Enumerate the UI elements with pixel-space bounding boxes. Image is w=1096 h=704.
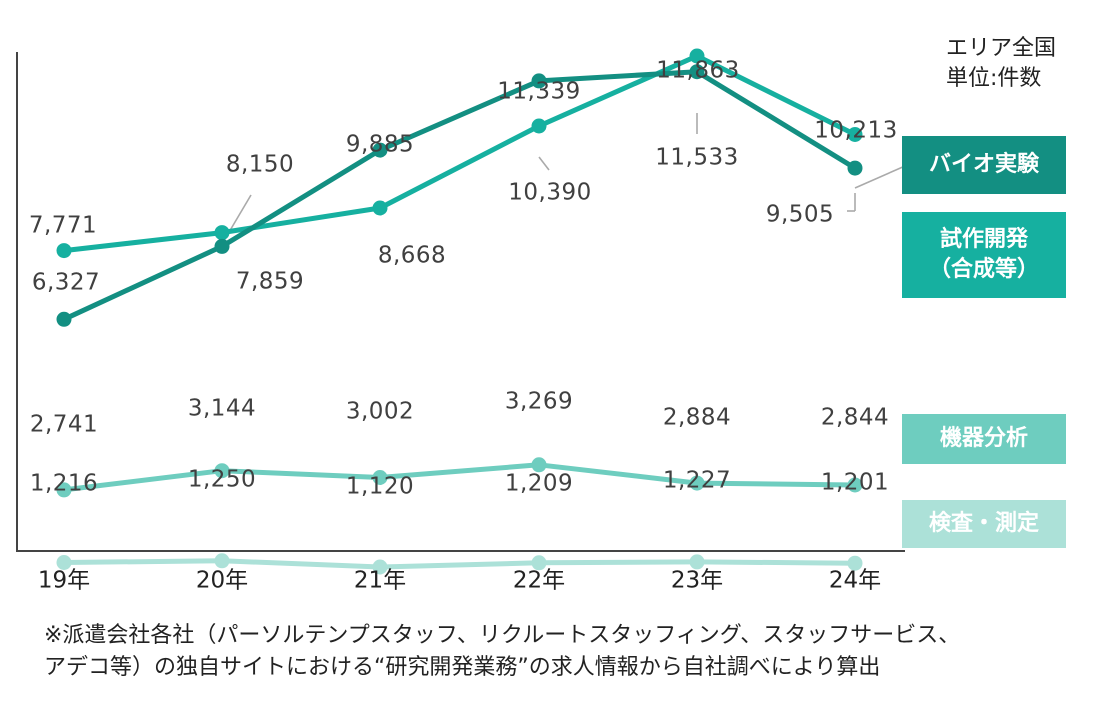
x-tick-label: 24年 [829,568,881,594]
unit-label: 単位:件数 [945,66,1042,91]
data-label-analysis: 2,844 [821,405,889,431]
data-point-bio [372,142,388,158]
data-point-proto [56,243,72,259]
footnote-line2: アデコ等）の独自サイトにおける“研究開発業務”の求人情報から自社調べにより算出 [44,655,881,680]
data-point-inspection [214,553,230,569]
data-label-analysis: 2,884 [663,405,731,431]
data-point-analysis [372,470,388,485]
data-point-inspection [372,559,388,575]
data-label-bio: 11,339 [497,79,580,105]
footnote-line1: ※派遣会社各社（パーソルテンプスタッフ、リクルートスタッフィング、スタッフサービ… [44,623,961,648]
x-tick-label: 22年 [513,568,565,594]
data-labels: 6,327 7,859 9,885 11,339 11,533 9,505 7,771 8,1… [29,58,897,500]
footnote: ※派遣会社各社（パーソルテンプスタッフ、リクルートスタッフィング、スタッフサービ… [44,620,1084,684]
legend-proto: 試作開発 （合成等） [902,212,1066,298]
data-label-proto: 10,213 [814,118,897,144]
data-label-proto: 8,668 [378,243,446,269]
data-label-inspection: 1,209 [505,471,573,497]
data-label-proto: 8,150 [226,152,294,178]
leader-line [538,156,550,171]
series-line-inspection [63,558,856,570]
data-point-proto [214,225,230,241]
data-label-bio: 6,327 [32,270,100,296]
area-note: エリア全国 [945,36,1056,61]
legend-proto-label-line1: 試作開発 [939,227,1028,252]
axes [16,52,905,552]
x-tick-labels: 19年 20年 21年 22年 23年 24年 [38,568,881,594]
data-point-bio [689,64,705,80]
legend-bio-label: バイオ実験 [928,152,1039,177]
data-label-analysis: 3,002 [346,399,414,425]
data-label-proto: 11,863 [656,58,739,84]
x-tick-label: 19年 [38,568,90,594]
data-point-bio [56,311,72,327]
data-label-bio: 9,885 [346,132,414,158]
legend-proto-label-line2: （合成等） [928,257,1039,282]
data-point-proto [689,48,705,64]
data-point-proto [531,118,547,134]
data-point-bio [847,160,863,176]
data-label-inspection: 1,120 [346,474,414,500]
leader-line [854,165,906,189]
data-point-inspection [689,554,705,570]
data-point-proto [372,200,388,216]
data-label-bio: 7,859 [236,269,304,295]
x-tick-label: 21年 [354,568,406,594]
data-point-analysis [531,457,547,473]
legend-inspection: 検査・測定 [902,500,1066,548]
data-point-analysis [56,482,72,498]
data-label-analysis: 3,269 [505,389,573,415]
line-chart: 6,327 7,859 9,885 11,339 11,533 9,505 7,771 8,1… [16,48,906,594]
legend-inspection-label: 検査・測定 [928,511,1039,536]
data-label-inspection: 1,216 [30,471,98,497]
data-label-analysis: 3,144 [188,396,256,422]
data-label-inspection: 1,250 [188,467,256,493]
x-tick-label: 23年 [671,568,723,594]
series-layer [56,48,863,575]
data-label-analysis: 2,741 [30,412,98,438]
legend-analysis: 機器分析 [902,414,1066,464]
series-line-proto [63,53,857,254]
x-tick-label: 20年 [196,568,248,594]
data-point-analysis [847,477,863,493]
data-point-proto [847,127,863,142]
data-point-analysis [689,475,705,491]
legend-analysis-label: 機器分析 [939,426,1028,451]
data-point-inspection [56,555,72,570]
data-point-bio [531,73,547,89]
data-point-bio [214,238,230,254]
series-line-bio [62,69,857,322]
data-point-analysis [214,463,230,479]
data-label-proto: 10,390 [508,180,591,206]
data-label-bio: 9,505 [766,202,834,228]
unit-note: エリア全国 単位:件数 [946,34,1056,94]
data-label-inspection: 1,201 [821,470,889,496]
data-point-inspection [847,555,863,571]
data-label-bio: 11,533 [655,145,738,171]
series-line-analysis [63,462,856,493]
data-label-inspection: 1,227 [663,468,731,494]
legend-bio: バイオ実験 [902,136,1066,194]
data-label-proto: 7,771 [29,213,97,239]
data-point-inspection [531,555,547,571]
